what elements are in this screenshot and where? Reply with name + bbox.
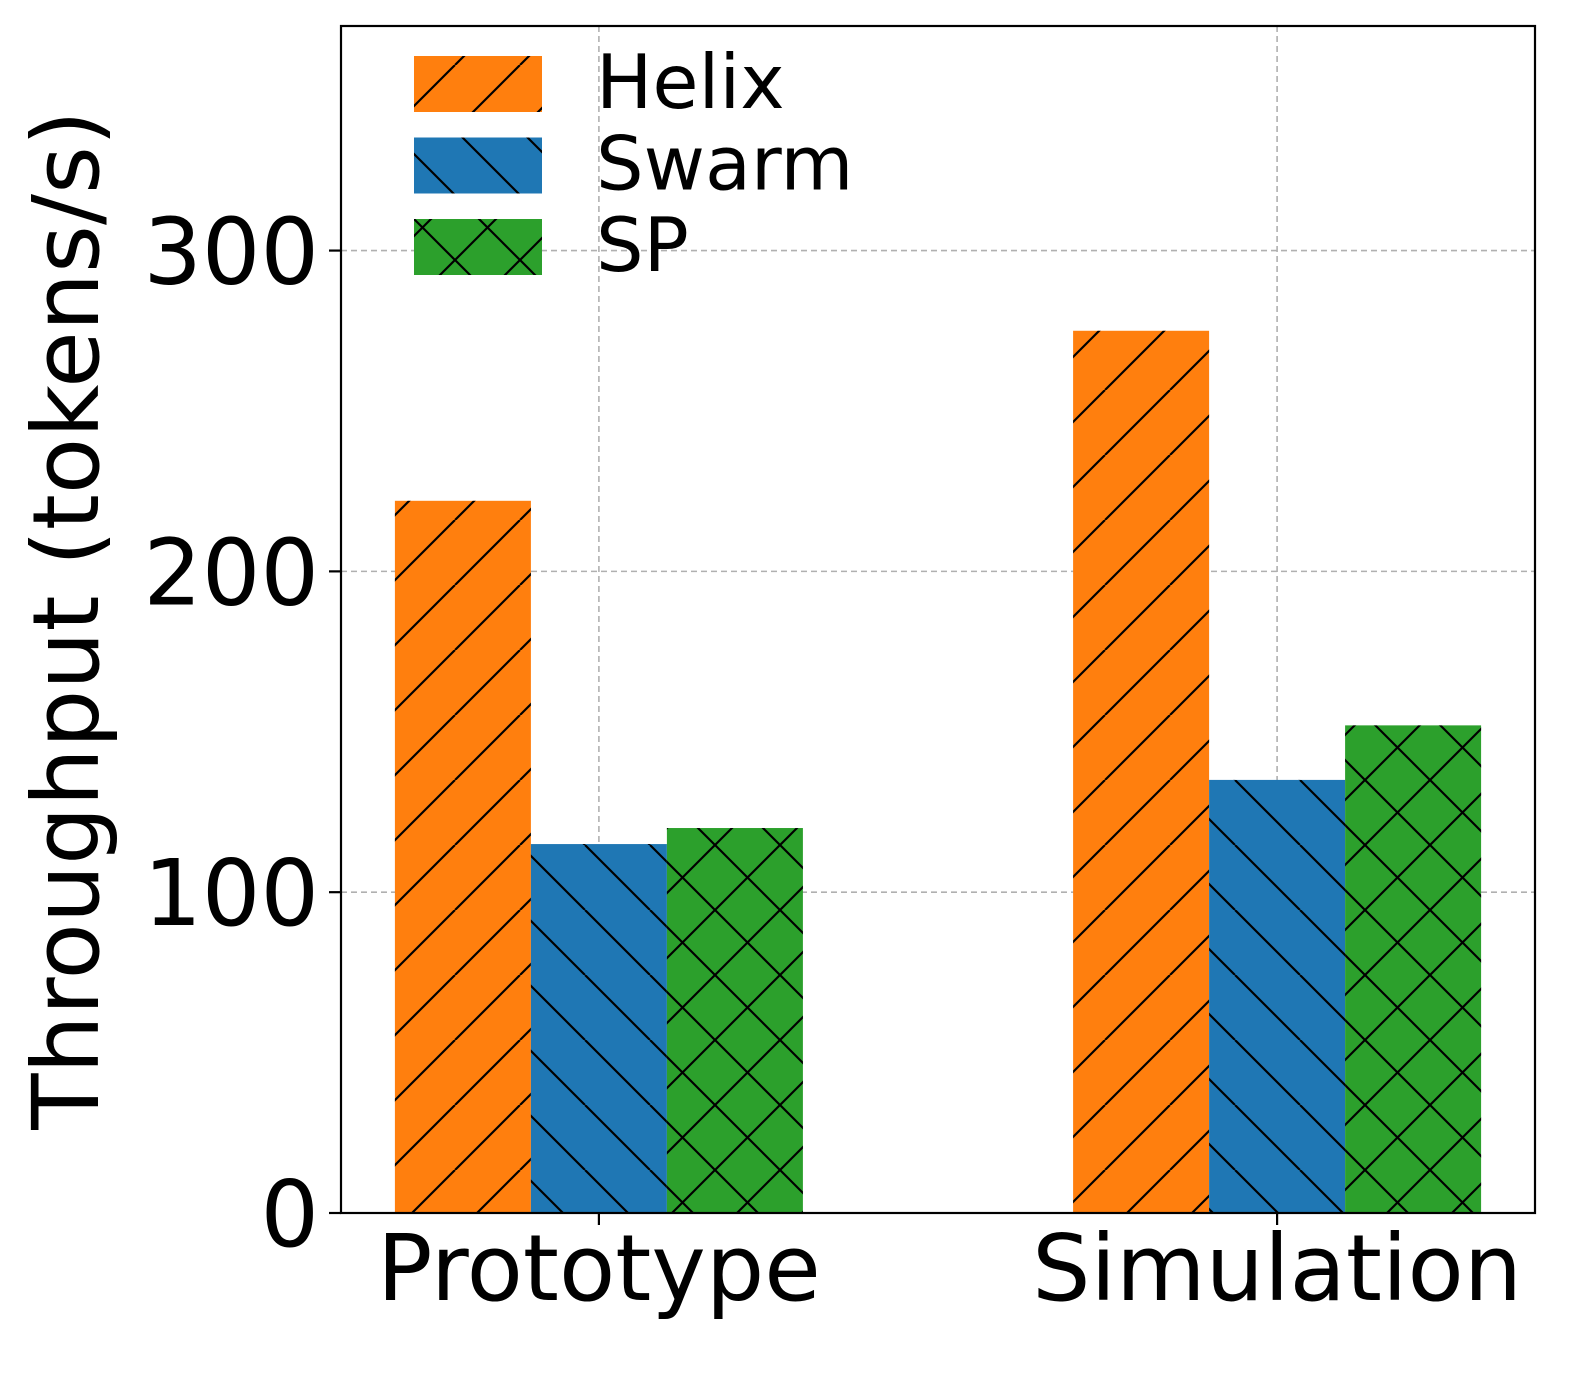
bar-swarm-simulation <box>1209 779 1346 1213</box>
y-tick-label: 0 <box>260 1161 319 1268</box>
axes: 0 100 200 300 Prototype Simulation Throughput … <box>13 24 1537 1322</box>
y-tick-label: 200 <box>143 519 319 626</box>
bar-hatch <box>394 500 531 1213</box>
y-tick-label: 100 <box>143 840 319 947</box>
bar-hatch <box>1209 779 1346 1213</box>
y-tick-label: 300 <box>143 199 319 306</box>
bars <box>394 330 1482 1213</box>
bar-hatch <box>1073 330 1210 1213</box>
legend-swatch-hatch <box>414 219 542 275</box>
legend-item-swarm: Swarm <box>414 120 853 208</box>
bar-swarm-prototype <box>530 844 667 1213</box>
bar-sp-simulation <box>1345 725 1482 1213</box>
bar-hatch <box>666 828 803 1213</box>
legend-swatch-hatch <box>414 137 542 194</box>
bar-hatch <box>530 844 667 1213</box>
legend-label: Swarm <box>596 120 853 208</box>
legend-item-sp: SP <box>414 201 689 289</box>
bar-sp-prototype <box>666 828 803 1213</box>
legend-label: Helix <box>596 38 785 126</box>
bar-helix-simulation <box>1073 330 1210 1213</box>
bar-helix-prototype <box>394 500 531 1213</box>
x-tick-label: Prototype <box>377 1215 821 1322</box>
legend-label: SP <box>596 201 689 289</box>
legend-item-helix: Helix <box>414 38 785 126</box>
x-tick-label: Simulation <box>1032 1215 1522 1322</box>
y-axis-label: Throughput (tokens/s) <box>13 110 120 1131</box>
bar-hatch <box>1345 725 1482 1213</box>
plot-frame <box>339 24 1537 1215</box>
legend-swatch-hatch <box>414 56 542 112</box>
